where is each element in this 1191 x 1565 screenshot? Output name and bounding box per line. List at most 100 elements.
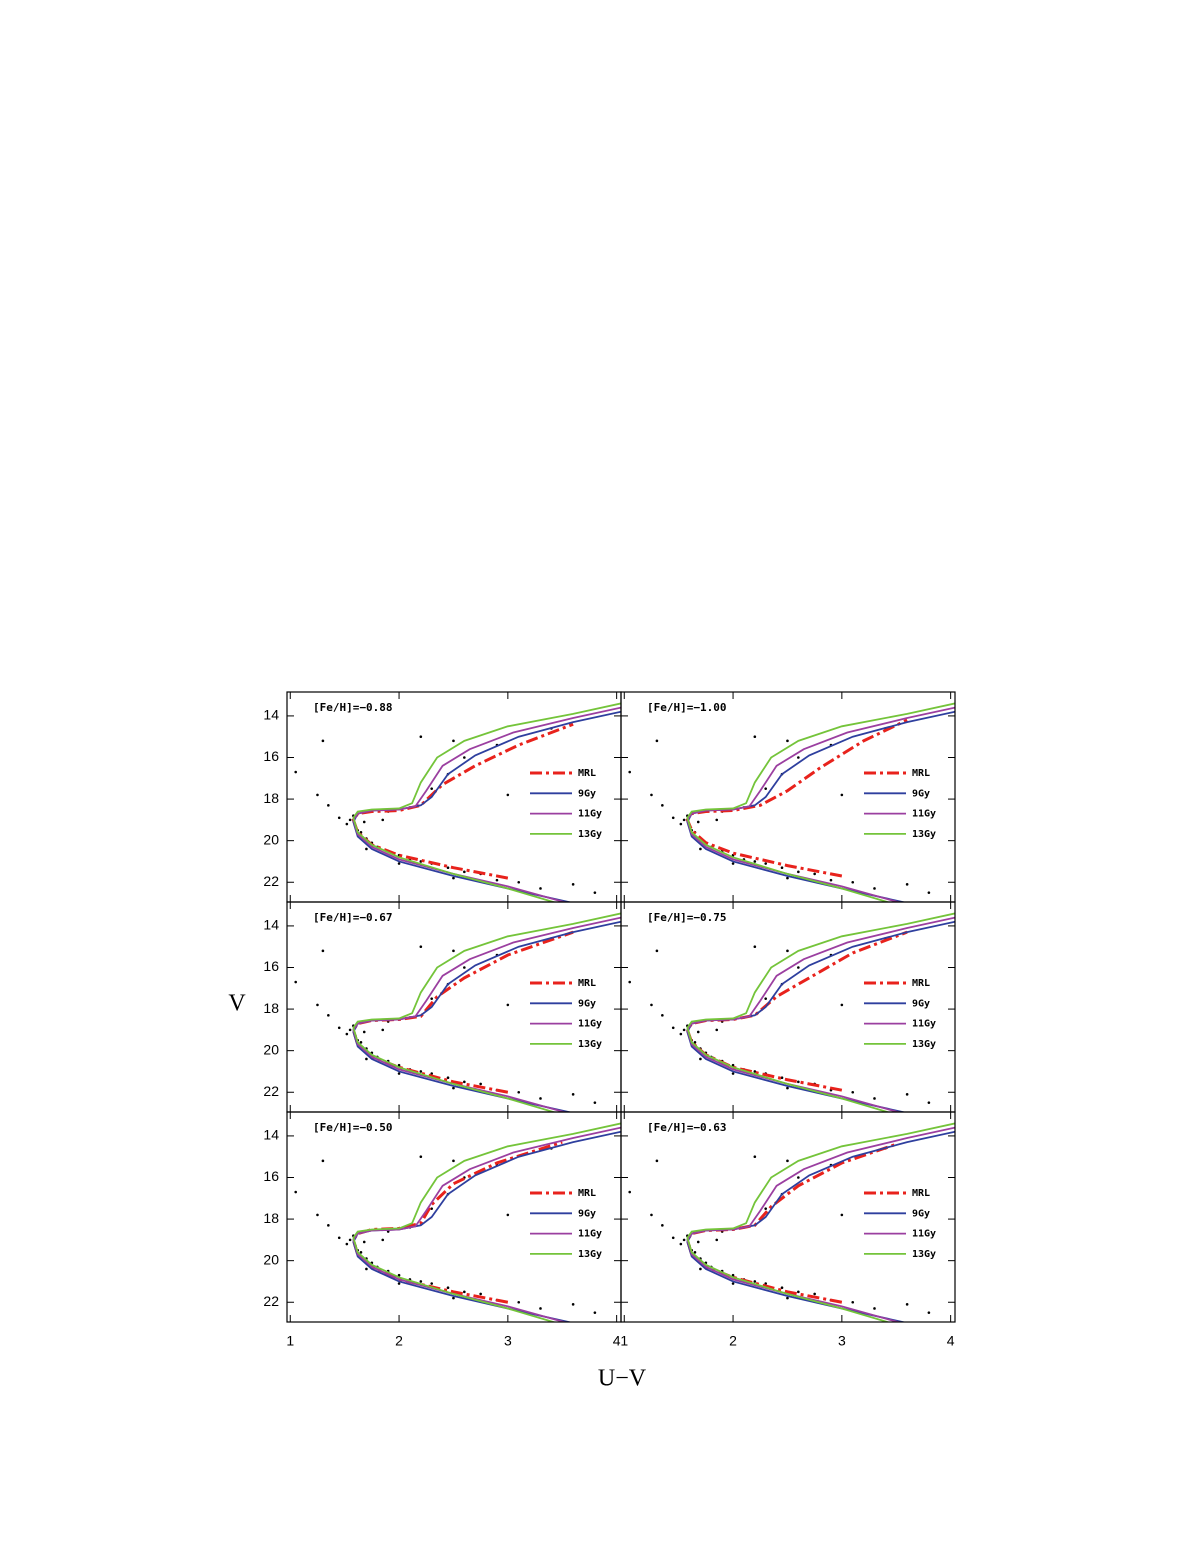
star-point — [753, 860, 757, 863]
star-point — [571, 1303, 575, 1306]
y-tick-label: 20 — [263, 1041, 279, 1057]
star-point — [696, 1240, 700, 1244]
star-point — [337, 816, 341, 820]
star-point — [593, 1311, 597, 1314]
star-point — [813, 872, 816, 876]
legend-label: MRL — [578, 768, 596, 779]
x-tick-label: 2 — [395, 1333, 403, 1349]
star-point — [506, 793, 510, 797]
star-point — [419, 1155, 423, 1159]
panel: 14 16 18 20 22 1 2 3 4 [Fe/H]=−0.50 MRL 9Gy 11Gy 13Gy — [263, 1111, 622, 1349]
star-point — [316, 1003, 319, 1007]
star-point — [517, 1300, 521, 1304]
star-point — [786, 1159, 789, 1163]
legend-label: 9Gy — [578, 1208, 596, 1219]
star-point — [753, 735, 757, 739]
star-point — [679, 1032, 683, 1036]
star-point — [593, 1101, 597, 1104]
star-point — [539, 1097, 542, 1100]
star-point — [327, 804, 330, 807]
star-point — [321, 1159, 325, 1163]
isochrone-line — [686, 916, 955, 1112]
star-point — [699, 1057, 702, 1061]
star-point — [345, 1242, 349, 1246]
star-point — [764, 862, 767, 865]
star-point — [731, 1063, 735, 1067]
star-point — [927, 1101, 931, 1104]
star-point — [696, 820, 700, 824]
star-point — [348, 818, 352, 822]
star-point — [365, 847, 368, 851]
star-point — [797, 1080, 800, 1084]
star-point — [905, 1303, 909, 1306]
star-point — [386, 1230, 390, 1233]
panel: [Fe/H]=−1.00 MRL 9Gy 11Gy 13Gy — [620, 691, 956, 903]
legend-label: MRL — [912, 768, 930, 779]
legend-label: 9Gy — [912, 1208, 930, 1219]
star-point — [506, 1213, 510, 1217]
isochrone-line — [352, 710, 621, 902]
star-point — [628, 980, 632, 984]
x-axis-label: U−V — [598, 1366, 647, 1392]
star-point — [696, 1030, 700, 1034]
isochrone-line — [352, 706, 621, 902]
star-point — [780, 1076, 784, 1079]
panel-frame — [620, 1111, 956, 1323]
star-point — [851, 880, 855, 884]
star-point — [682, 1238, 686, 1242]
panel: 1 2 3 4 [Fe/H]=−0.63 MRL 9Gy 11Gy 13Gy — [620, 1111, 956, 1349]
star-point — [679, 1242, 683, 1246]
isochrone-line — [686, 1130, 955, 1322]
star-point — [764, 1207, 767, 1210]
isochrone-line — [686, 1122, 955, 1322]
star-point — [452, 739, 455, 743]
legend-label: 13Gy — [912, 829, 936, 840]
star-point — [452, 1159, 455, 1163]
star-point — [731, 1282, 735, 1285]
star-point — [682, 1028, 686, 1032]
star-point — [348, 1238, 352, 1242]
isochrone-line — [686, 920, 955, 1112]
star-point — [495, 878, 499, 882]
star-point — [348, 1028, 352, 1032]
panel: 14 16 18 20 22 [Fe/H]=−0.88 MRL 9Gy 11Gy 13Gy — [263, 691, 622, 903]
y-tick-label: 16 — [263, 958, 279, 974]
star-point — [381, 1028, 385, 1032]
star-point — [517, 1090, 521, 1094]
isochrone-line — [352, 912, 621, 1112]
star-point — [873, 1097, 876, 1100]
star-point — [463, 1290, 466, 1294]
star-point — [873, 1307, 876, 1310]
star-point — [661, 804, 664, 807]
y-axis-label: V — [228, 991, 246, 1017]
legend-label: 11Gy — [578, 1229, 602, 1240]
star-point — [294, 770, 298, 774]
star-point — [753, 945, 757, 949]
star-point — [927, 1311, 931, 1314]
star-point — [715, 818, 719, 822]
star-point — [661, 1014, 664, 1017]
star-point — [715, 1238, 719, 1242]
star-point — [419, 1070, 423, 1073]
star-point — [294, 1190, 298, 1194]
star-point — [430, 787, 433, 790]
star-point — [813, 1292, 816, 1296]
star-point — [446, 866, 450, 869]
star-point — [731, 1072, 735, 1075]
star-point — [873, 887, 876, 890]
x-tick-label: 4 — [947, 1333, 955, 1349]
star-point — [365, 1267, 368, 1271]
panel-annotation: [Fe/H]=−0.67 — [313, 911, 392, 924]
x-tick-label: 1 — [620, 1333, 628, 1349]
star-point — [430, 1282, 433, 1285]
star-point — [571, 883, 575, 886]
star-point — [840, 793, 844, 797]
star-point — [786, 1086, 789, 1090]
star-point — [463, 966, 466, 969]
star-point — [797, 870, 800, 874]
star-point — [359, 1041, 363, 1044]
plot-area — [294, 1122, 621, 1322]
star-point — [321, 739, 325, 743]
star-point — [337, 1026, 341, 1030]
isochrone-line — [352, 1126, 621, 1322]
